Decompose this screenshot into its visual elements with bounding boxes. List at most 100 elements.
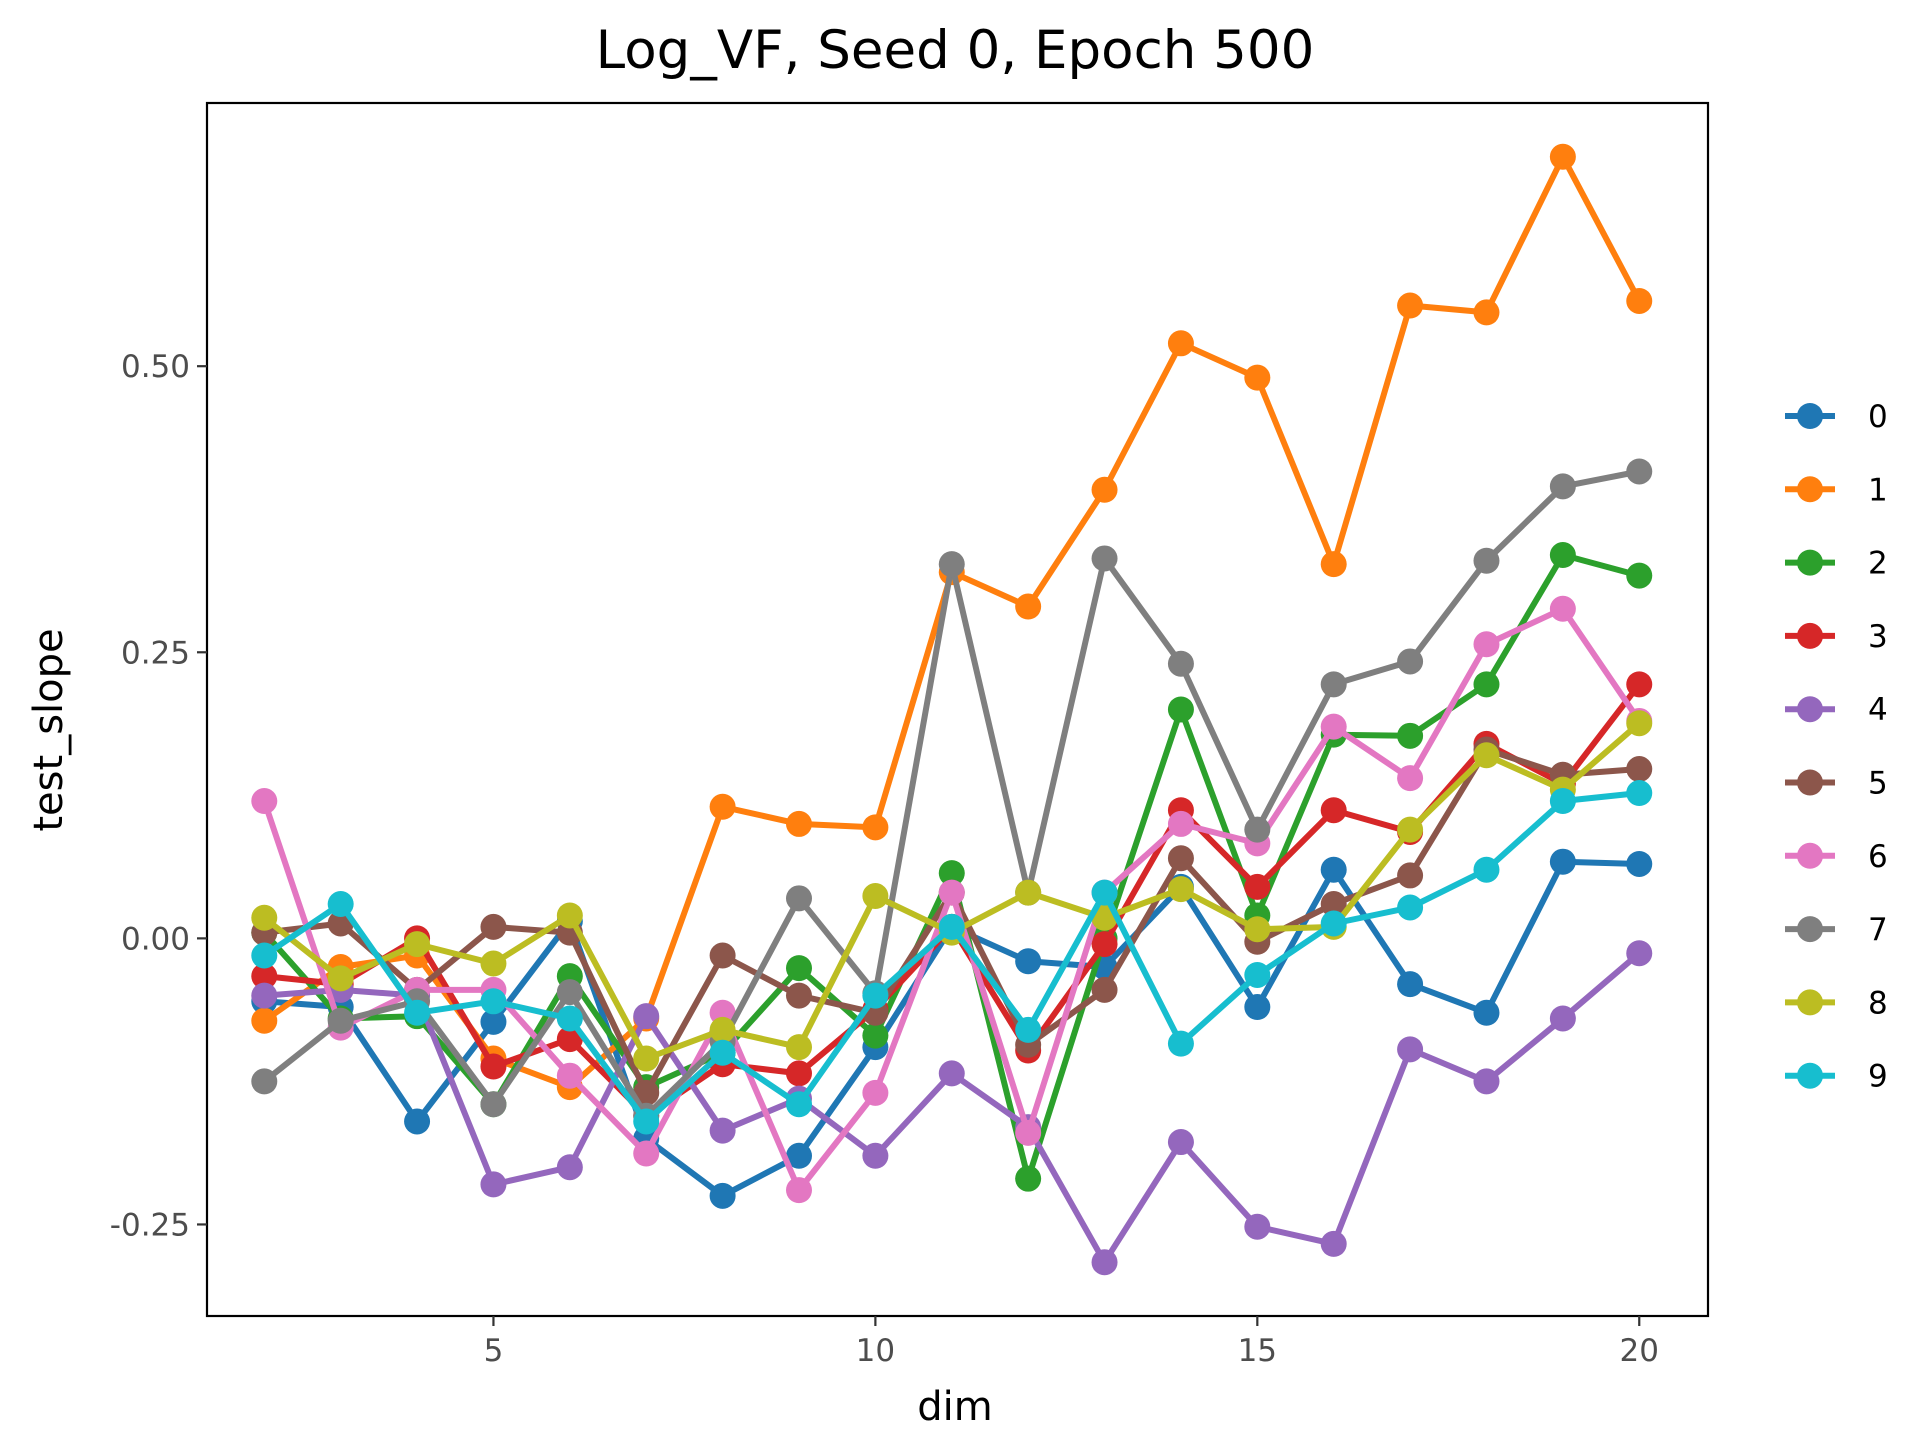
data-point — [1626, 671, 1653, 698]
legend-label: 3 — [1868, 619, 1888, 655]
data-point — [862, 814, 889, 841]
data-point — [1473, 299, 1500, 326]
legend-key-marker — [1797, 549, 1823, 576]
data-point — [251, 982, 278, 1009]
x-tick-label: 15 — [1238, 1333, 1277, 1369]
legend-item-2: 2 — [1785, 546, 1888, 582]
data-point — [1473, 742, 1500, 769]
data-point — [480, 1053, 507, 1080]
data-point — [1167, 330, 1194, 357]
x-tick-label: 20 — [1620, 1333, 1659, 1369]
data-point — [480, 1008, 507, 1035]
legend-item-9: 9 — [1785, 1059, 1888, 1095]
plot-area — [205, 101, 1710, 1318]
data-point — [251, 1007, 278, 1034]
data-point — [1091, 931, 1118, 958]
data-point — [1091, 1249, 1118, 1276]
data-point — [938, 860, 965, 887]
y-tick-label: 0.00 — [121, 921, 190, 957]
data-point — [1320, 891, 1347, 918]
data-point — [1320, 910, 1347, 937]
data-point — [862, 982, 889, 1009]
data-point — [1626, 780, 1653, 807]
data-point — [556, 1005, 583, 1032]
data-point — [938, 913, 965, 940]
legend-label: 2 — [1868, 546, 1888, 582]
data-point — [404, 999, 431, 1026]
legend-key-marker — [1797, 769, 1823, 796]
data-point — [709, 1039, 736, 1066]
legend-key-marker — [1797, 989, 1823, 1016]
plot-panel-border — [205, 101, 1710, 1318]
legend-label: 9 — [1868, 1059, 1888, 1095]
x-tick-label: 5 — [484, 1333, 504, 1369]
data-point — [556, 1062, 583, 1089]
data-point — [709, 1117, 736, 1144]
data-point — [785, 1142, 812, 1169]
legend-item-5: 5 — [1785, 766, 1888, 802]
y-tick-label: -0.25 — [110, 1207, 190, 1243]
legend-key-marker — [1797, 842, 1823, 869]
x-axis-label: dim — [917, 1384, 992, 1430]
data-point — [1626, 562, 1653, 589]
data-point — [1549, 1005, 1576, 1032]
data-point — [1549, 788, 1576, 815]
data-point — [1167, 1129, 1194, 1156]
data-point — [1397, 292, 1424, 319]
y-tick-label: 0.25 — [121, 635, 190, 671]
data-point — [1549, 542, 1576, 569]
data-point — [1549, 848, 1576, 875]
data-point — [1091, 545, 1118, 572]
y-tick-label: 0.50 — [121, 349, 190, 385]
data-point — [862, 883, 889, 910]
data-point — [1626, 940, 1653, 967]
data-point — [1473, 1068, 1500, 1095]
chart-title: Log_VF, Seed 0, Epoch 500 — [596, 20, 1315, 81]
data-point — [1244, 364, 1271, 391]
legend-key-marker — [1797, 622, 1823, 649]
data-point — [785, 1060, 812, 1087]
legend-item-6: 6 — [1785, 839, 1888, 875]
data-point — [480, 913, 507, 940]
data-point — [327, 965, 354, 992]
legend-item-1: 1 — [1785, 472, 1888, 508]
data-point — [785, 982, 812, 1009]
data-point — [251, 1068, 278, 1095]
data-point — [1473, 631, 1500, 658]
data-point — [251, 942, 278, 969]
legend-item-7: 7 — [1785, 912, 1888, 948]
data-point — [251, 963, 278, 990]
legend-label: 4 — [1868, 692, 1888, 728]
legend-label: 1 — [1868, 472, 1888, 508]
data-point — [1167, 1030, 1194, 1057]
data-point — [709, 1182, 736, 1209]
data-point — [1473, 999, 1500, 1026]
data-point — [938, 879, 965, 906]
data-point — [1397, 722, 1424, 749]
data-point — [1244, 961, 1271, 988]
data-point — [1549, 473, 1576, 500]
data-point — [1397, 765, 1424, 792]
data-point — [1473, 856, 1500, 883]
data-point — [404, 1108, 431, 1135]
legend-item-8: 8 — [1785, 985, 1888, 1021]
data-point — [1626, 710, 1653, 737]
data-point — [709, 942, 736, 969]
data-point — [633, 1003, 660, 1030]
legend-item-3: 3 — [1785, 619, 1888, 655]
legend-key-marker — [1797, 916, 1823, 943]
data-point — [1244, 1213, 1271, 1240]
data-point — [480, 988, 507, 1015]
legend-label: 0 — [1868, 399, 1888, 435]
data-point — [1397, 862, 1424, 889]
data-point — [1091, 879, 1118, 906]
data-point — [1397, 816, 1424, 843]
legend-label: 6 — [1868, 839, 1888, 875]
series-line-4 — [261, 950, 1643, 1266]
data-point — [404, 931, 431, 958]
data-point — [480, 1171, 507, 1198]
data-point — [709, 793, 736, 820]
data-point — [862, 1022, 889, 1049]
data-point — [556, 902, 583, 929]
